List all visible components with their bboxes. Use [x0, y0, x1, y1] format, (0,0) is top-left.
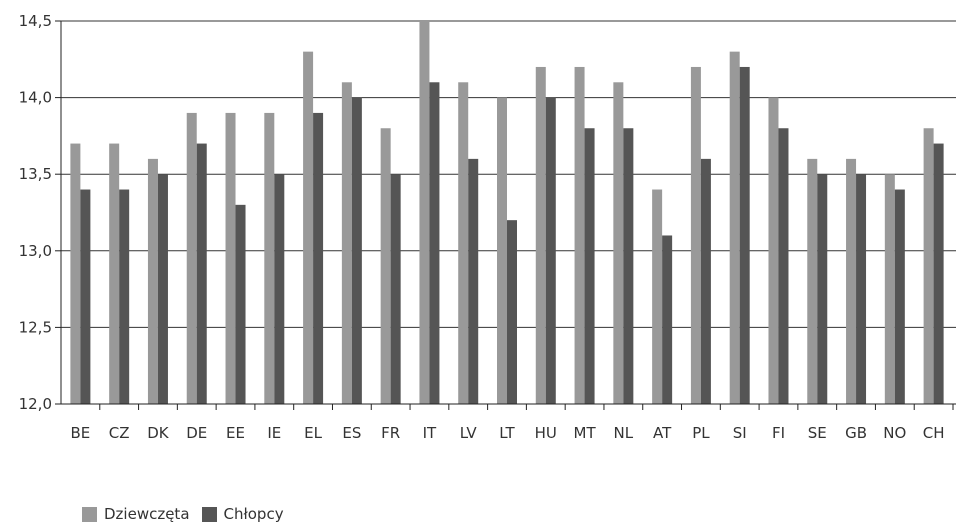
legend-label-girls: Dziewczęta	[104, 505, 190, 523]
bar-girls-ee	[225, 112, 236, 405]
bar-boys-pl	[700, 158, 711, 404]
bar-girls-ie	[264, 112, 275, 405]
bar-boys-hu	[545, 97, 556, 404]
legend: Dziewczęta Chłopcy	[82, 505, 296, 523]
x-tick-label: CZ	[109, 424, 130, 442]
x-tick-label: BE	[71, 424, 91, 442]
bar-boys-si	[739, 66, 750, 405]
y-tick-label: 13,5	[19, 165, 52, 183]
bar-girls-pl	[690, 66, 701, 405]
x-tick-label: MT	[574, 424, 597, 442]
bar-girls-it	[419, 21, 430, 404]
x-tick-label: DK	[147, 424, 170, 442]
bar-boys-se	[817, 174, 828, 404]
x-tick-label: ES	[342, 424, 361, 442]
bar-girls-de	[186, 112, 197, 405]
bar-girls-no	[884, 174, 895, 404]
x-tick-label: GB	[845, 424, 867, 442]
bar-girls-nl	[613, 82, 624, 404]
bar-boys-gb	[856, 174, 867, 404]
bar-boys-lt	[507, 220, 517, 404]
x-tick-label: DE	[186, 424, 207, 442]
x-tick-label: NL	[614, 424, 634, 442]
bar-girls-el	[303, 51, 314, 404]
y-tick-label: 14,0	[19, 89, 52, 107]
bar-boys-ie	[274, 174, 285, 404]
bar-girls-lv	[458, 82, 469, 404]
bar-boys-it	[429, 82, 440, 404]
bar-girls-se	[807, 158, 818, 404]
y-tick-label: 14,5	[19, 12, 52, 30]
bar-boys-no	[894, 189, 905, 404]
bar-boys-dk	[157, 174, 168, 404]
bar-girls-ch	[923, 128, 934, 405]
bar-girls-mt	[574, 66, 585, 405]
x-tick-label: LT	[499, 424, 515, 442]
bar-girls-gb	[846, 158, 857, 404]
legend-label-boys: Chłopcy	[223, 505, 284, 523]
bar-chart: 12,0 12,5 13,0 13,5 14,0 14,5 BE CZ DK DE EE IE EL ES…	[19, 12, 956, 442]
y-tick-label: 12,0	[19, 395, 52, 413]
bar-girls-es	[341, 82, 352, 404]
bar-girls-hu	[535, 66, 546, 405]
bar-girls-be	[70, 143, 81, 404]
x-tick-label: FI	[772, 424, 785, 442]
bar-boys-be	[80, 189, 91, 404]
x-tick-label: SI	[733, 424, 747, 442]
bar-girls-fi	[768, 97, 779, 404]
bar-girls-lt	[497, 97, 507, 404]
x-tick-label: EE	[226, 424, 245, 442]
x-tick-label: EL	[304, 424, 322, 442]
x-tick-label: SE	[808, 424, 827, 442]
x-tick-label: PL	[692, 424, 710, 442]
x-tick-label: IT	[423, 424, 437, 442]
legend-item-girls: Dziewczęta	[82, 505, 190, 523]
y-tick-label: 13,0	[19, 242, 52, 260]
bar-girls-fr	[380, 128, 391, 405]
x-tick-label: NO	[883, 424, 906, 442]
bar-girls-at	[652, 189, 663, 404]
bar-boys-ch	[933, 143, 944, 404]
x-tick-label: FR	[381, 424, 400, 442]
x-tick-label: IE	[267, 424, 281, 442]
bar-boys-mt	[584, 128, 595, 405]
bar-girls-cz	[109, 143, 120, 404]
bar-boys-ee	[235, 204, 246, 404]
bar-girls-si	[729, 51, 740, 404]
legend-item-boys: Chłopcy	[201, 505, 284, 523]
y-tick-label: 12,5	[19, 318, 52, 336]
bar-boys-el	[313, 112, 324, 405]
bar-boys-lv	[468, 158, 479, 404]
legend-swatch-boys	[201, 506, 217, 522]
x-tick-label: LV	[460, 424, 478, 442]
legend-swatch-girls	[82, 506, 97, 522]
bar-boys-es	[351, 97, 362, 404]
x-tick-label: HU	[535, 424, 557, 442]
x-tick-label: CH	[923, 424, 945, 442]
bar-boys-fi	[778, 128, 789, 405]
bar-boys-cz	[119, 189, 130, 404]
bar-boys-nl	[623, 128, 634, 405]
bar-boys-at	[662, 235, 673, 404]
bar-boys-de	[196, 143, 207, 404]
x-tick-label: AT	[653, 424, 672, 442]
bar-girls-dk	[147, 158, 158, 404]
bar-boys-fr	[390, 174, 401, 404]
